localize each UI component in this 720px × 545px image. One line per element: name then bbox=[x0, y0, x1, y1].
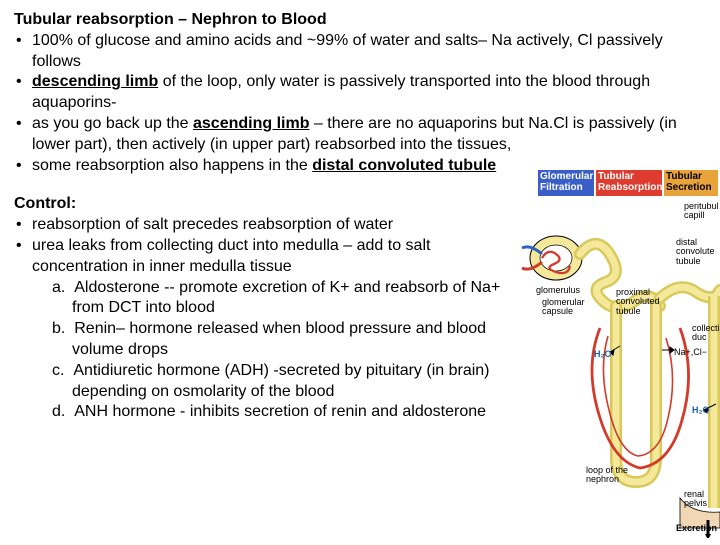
label-excretion: Excretion bbox=[676, 524, 717, 533]
label-glomerulus: glomerulus bbox=[536, 286, 580, 295]
hormone-b: b. Renin– hormone released when blood pr… bbox=[32, 319, 526, 361]
control-bullet-2: urea leaks from collecting duct into med… bbox=[14, 236, 526, 278]
reabsorption-bullets: 100% of glucose and amino acids and ~99%… bbox=[14, 31, 706, 177]
hormone-c: c. Antidiuretic hormone (ADH) -secreted … bbox=[32, 361, 526, 403]
title: Tubular reabsorption – Nephron to Blood bbox=[14, 10, 706, 31]
bullet-4-prefix: some reabsorption also happens in the bbox=[32, 157, 312, 174]
legend-secretion: Tubular Secretion bbox=[666, 172, 718, 193]
hormone-list: a. Aldosterone -- promote excretion of K… bbox=[14, 278, 526, 424]
legend-reabsorption: Tubular Reabsorption bbox=[598, 172, 662, 193]
control-bullet-2-text: urea leaks from collecting duct into med… bbox=[32, 237, 430, 275]
label-nacl: Na+,Cl− bbox=[674, 348, 707, 357]
bullet-3-prefix: as you go back up the bbox=[32, 115, 193, 132]
control-bullet-1: reabsorption of salt precedes reabsorpti… bbox=[14, 215, 554, 236]
bullet-1-text: 100% of glucose and amino acids and ~99%… bbox=[32, 32, 663, 70]
legend-glomerular: Glomerular Filtration bbox=[540, 172, 592, 193]
sub-c-text: Antidiuretic hormone (ADH) -secreted by … bbox=[72, 362, 490, 400]
dct-term: distal convoluted tubule bbox=[312, 157, 496, 174]
bullet-1: 100% of glucose and amino acids and ~99%… bbox=[14, 31, 706, 73]
bullet-3: as you go back up the ascending limb – t… bbox=[14, 114, 706, 156]
sub-a-text: Aldosterone -- promote excretion of K+ a… bbox=[72, 279, 500, 317]
descending-limb-term: descending limb bbox=[32, 73, 158, 90]
sub-d-text: ANH hormone - inhibits secretion of reni… bbox=[74, 403, 486, 420]
bullet-2: descending limb of the loop, only water … bbox=[14, 72, 706, 114]
sub-b-letter: b. bbox=[52, 320, 65, 337]
sub-d-letter: d. bbox=[52, 403, 65, 420]
nephron-diagram: Glomerular Filtration Tubular Reabsorpti… bbox=[520, 168, 720, 538]
label-peritubular: peritubul capill bbox=[684, 202, 720, 221]
label-pelvis: renal pelvis bbox=[684, 490, 720, 509]
label-collecting: collecti duc bbox=[692, 324, 720, 343]
hormone-a: a. Aldosterone -- promote excretion of K… bbox=[32, 278, 526, 320]
bullet-4: some reabsorption also happens in the di… bbox=[14, 156, 554, 177]
sub-c-letter: c. bbox=[52, 362, 64, 379]
hormone-d: d. ANH hormone - inhibits secretion of r… bbox=[32, 402, 526, 423]
sub-a-letter: a. bbox=[52, 279, 65, 296]
label-capsule: glomerular capsule bbox=[542, 298, 592, 317]
label-h2o-2: H₂O bbox=[692, 406, 710, 415]
label-h2o-1: H₂O bbox=[594, 350, 612, 359]
control-bullet-1-text: reabsorption of salt precedes reabsorpti… bbox=[32, 216, 393, 233]
label-dct: distal convolute tubule bbox=[676, 238, 720, 266]
label-pct: proximal convoluted tubule bbox=[616, 288, 668, 316]
ascending-limb-term: ascending limb bbox=[193, 115, 309, 132]
sub-b-text: Renin– hormone released when blood press… bbox=[72, 320, 486, 358]
label-loop: loop of the nephron bbox=[586, 466, 646, 485]
